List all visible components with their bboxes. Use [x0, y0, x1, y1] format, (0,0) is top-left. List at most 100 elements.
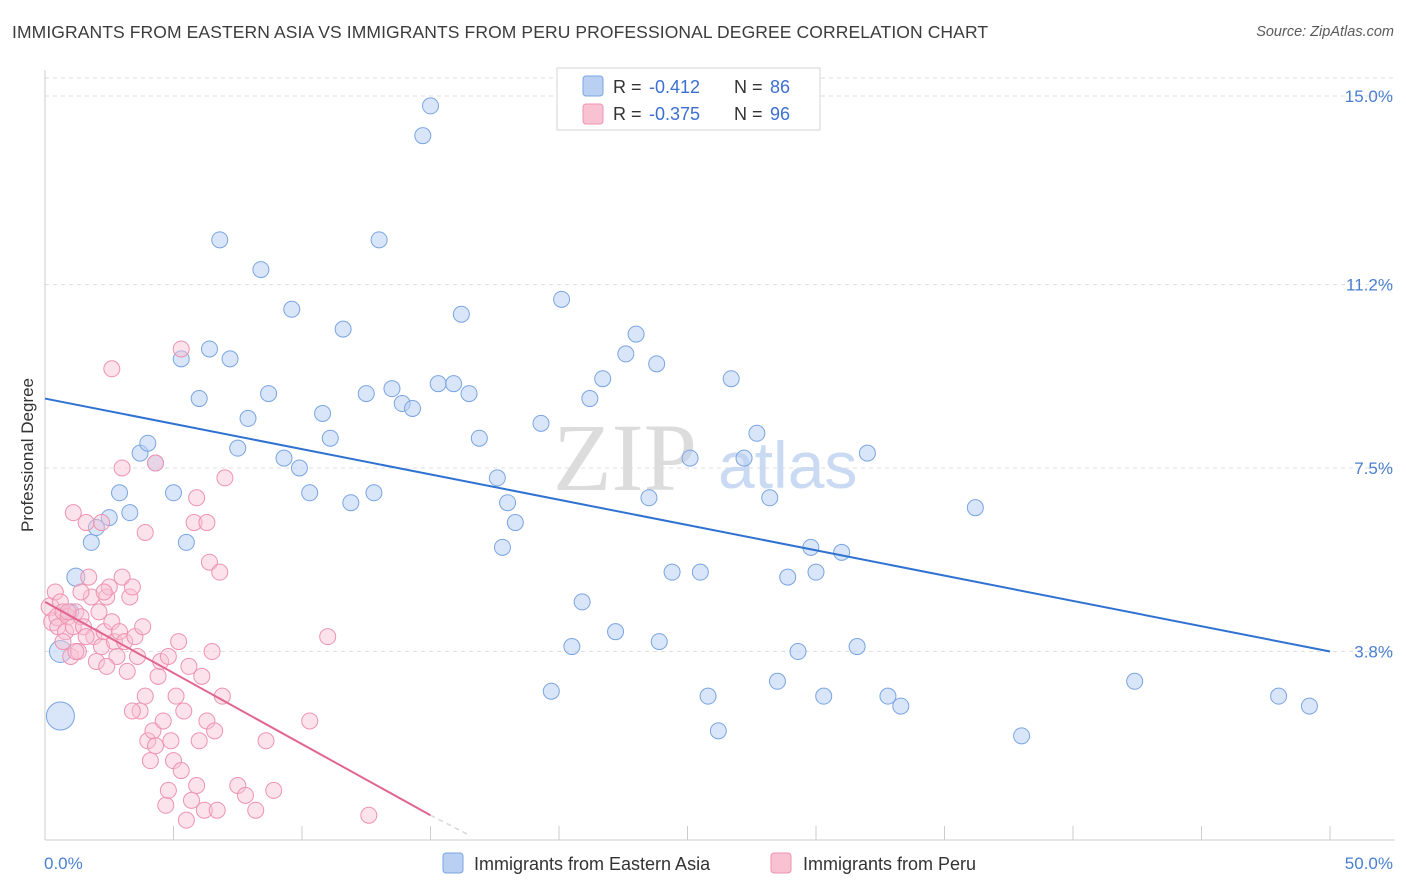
legend-n-label-pink: N =	[734, 104, 763, 124]
data-point-peru	[175, 702, 193, 720]
data-point-peru	[121, 588, 139, 606]
data-point-eastern-asia	[807, 563, 825, 581]
source-label: Source: ZipAtlas.com	[1256, 24, 1394, 40]
data-point-eastern-asia	[553, 290, 571, 308]
data-point-peru	[172, 340, 190, 358]
data-point-eastern-asia	[172, 350, 190, 368]
data-point-peru	[360, 806, 378, 824]
data-point-eastern-asia	[594, 370, 612, 388]
data-point-peru	[136, 687, 154, 705]
data-point-peru	[93, 514, 111, 532]
data-point-peru	[123, 702, 141, 720]
data-point-peru	[157, 796, 175, 814]
data-point-eastern-asia	[648, 355, 666, 373]
data-point-eastern-asia	[283, 300, 301, 318]
data-point-peru	[136, 523, 154, 541]
data-point-peru	[80, 568, 98, 586]
data-point-eastern-asia	[532, 414, 550, 432]
data-point-eastern-asia	[229, 439, 247, 457]
data-point-peru	[198, 514, 216, 532]
y-axis-title: Professional Degree	[18, 378, 37, 532]
data-point-peru	[149, 667, 167, 685]
data-point-eastern-asia	[563, 638, 581, 656]
data-point-peru	[77, 628, 95, 646]
data-point-peru	[167, 687, 185, 705]
data-point-eastern-asia	[499, 494, 517, 512]
data-point-eastern-asia	[699, 687, 717, 705]
data-point-eastern-asia	[722, 370, 740, 388]
x-tick-label-min: 0.0%	[44, 854, 83, 873]
data-point-eastern-asia	[833, 543, 851, 561]
data-point-peru	[123, 578, 141, 596]
data-point-peru	[82, 588, 100, 606]
data-point-eastern-asia	[275, 449, 293, 467]
data-point-eastern-asia	[429, 375, 447, 393]
trend-lines	[44, 397, 1331, 836]
legend-r-label-pink: R =	[613, 104, 642, 124]
data-point-eastern-asia	[681, 449, 699, 467]
data-point-peru	[72, 583, 90, 601]
data-point-peru	[87, 652, 105, 670]
data-point-eastern-asia	[779, 568, 797, 586]
data-point-eastern-asia	[211, 231, 229, 249]
legend-r-value-pink: -0.375	[649, 104, 700, 124]
y-tick-label: 11.2%	[1346, 275, 1393, 294]
data-point-eastern-asia	[1013, 727, 1031, 745]
data-point-peru	[108, 647, 126, 665]
legend-n-label-blue: N =	[734, 77, 763, 97]
data-point-eastern-asia	[383, 380, 401, 398]
data-point-eastern-asia	[200, 340, 218, 358]
data-point-peru	[162, 732, 180, 750]
data-point-peru	[170, 633, 188, 651]
data-point-eastern-asia	[640, 489, 658, 507]
gridlines	[45, 77, 1395, 653]
data-point-eastern-asia	[404, 399, 422, 417]
y-tick-label: 7.5%	[1354, 459, 1393, 478]
data-point-eastern-asia	[663, 563, 681, 581]
data-point-peru	[159, 781, 177, 799]
data-point-eastern-asia	[370, 231, 388, 249]
data-point-peru	[200, 553, 218, 571]
data-point-eastern-asia	[966, 499, 984, 517]
data-point-eastern-asia	[177, 533, 195, 551]
data-point-eastern-asia	[627, 325, 645, 343]
data-point-peru	[98, 657, 116, 675]
data-point-eastern-asia	[365, 484, 383, 502]
data-point-eastern-asia	[488, 469, 506, 487]
legend-r-label-blue: R =	[613, 77, 642, 97]
data-point-peru	[90, 603, 108, 621]
data-point-eastern-asia	[452, 305, 470, 323]
data-point-peru	[208, 801, 226, 819]
data-point-eastern-asia	[190, 390, 208, 408]
data-point-eastern-asia	[334, 320, 352, 338]
data-point-eastern-asia	[768, 672, 786, 690]
data-point-peru	[185, 514, 203, 532]
legend-n-value-blue: 86	[770, 77, 790, 97]
data-point-peru	[265, 781, 283, 799]
data-point-eastern-asia	[221, 350, 239, 368]
data-point-peru	[193, 667, 211, 685]
y-tick-labels: 3.8% 7.5% 11.2% 15.0%	[1345, 87, 1393, 662]
data-point-eastern-asia	[617, 345, 635, 363]
data-point-eastern-asia	[111, 484, 129, 502]
legend-bottom-swatch-blue	[442, 852, 464, 874]
watermark-zip: ZIP	[553, 404, 697, 511]
data-point-eastern-asia	[239, 409, 257, 427]
data-point-eastern-asia	[470, 429, 488, 447]
data-point-eastern-asia	[460, 385, 478, 403]
data-point-eastern-asia	[581, 390, 599, 408]
data-point-eastern-asia	[45, 701, 75, 731]
data-point-eastern-asia	[414, 127, 432, 145]
data-point-peru	[141, 752, 159, 770]
data-point-eastern-asia	[301, 484, 319, 502]
data-point-peru	[182, 791, 200, 809]
data-point-peru	[180, 657, 198, 675]
data-point-peru	[46, 583, 64, 601]
data-point-peru	[111, 623, 129, 641]
data-point-peru	[190, 732, 208, 750]
legend-bottom-label-blue: Immigrants from Eastern Asia	[474, 854, 711, 874]
data-point-peru	[319, 628, 337, 646]
data-point-peru	[188, 489, 206, 507]
legend-stats: R = -0.412 N = 86 R = -0.375 N = 96	[556, 67, 821, 131]
